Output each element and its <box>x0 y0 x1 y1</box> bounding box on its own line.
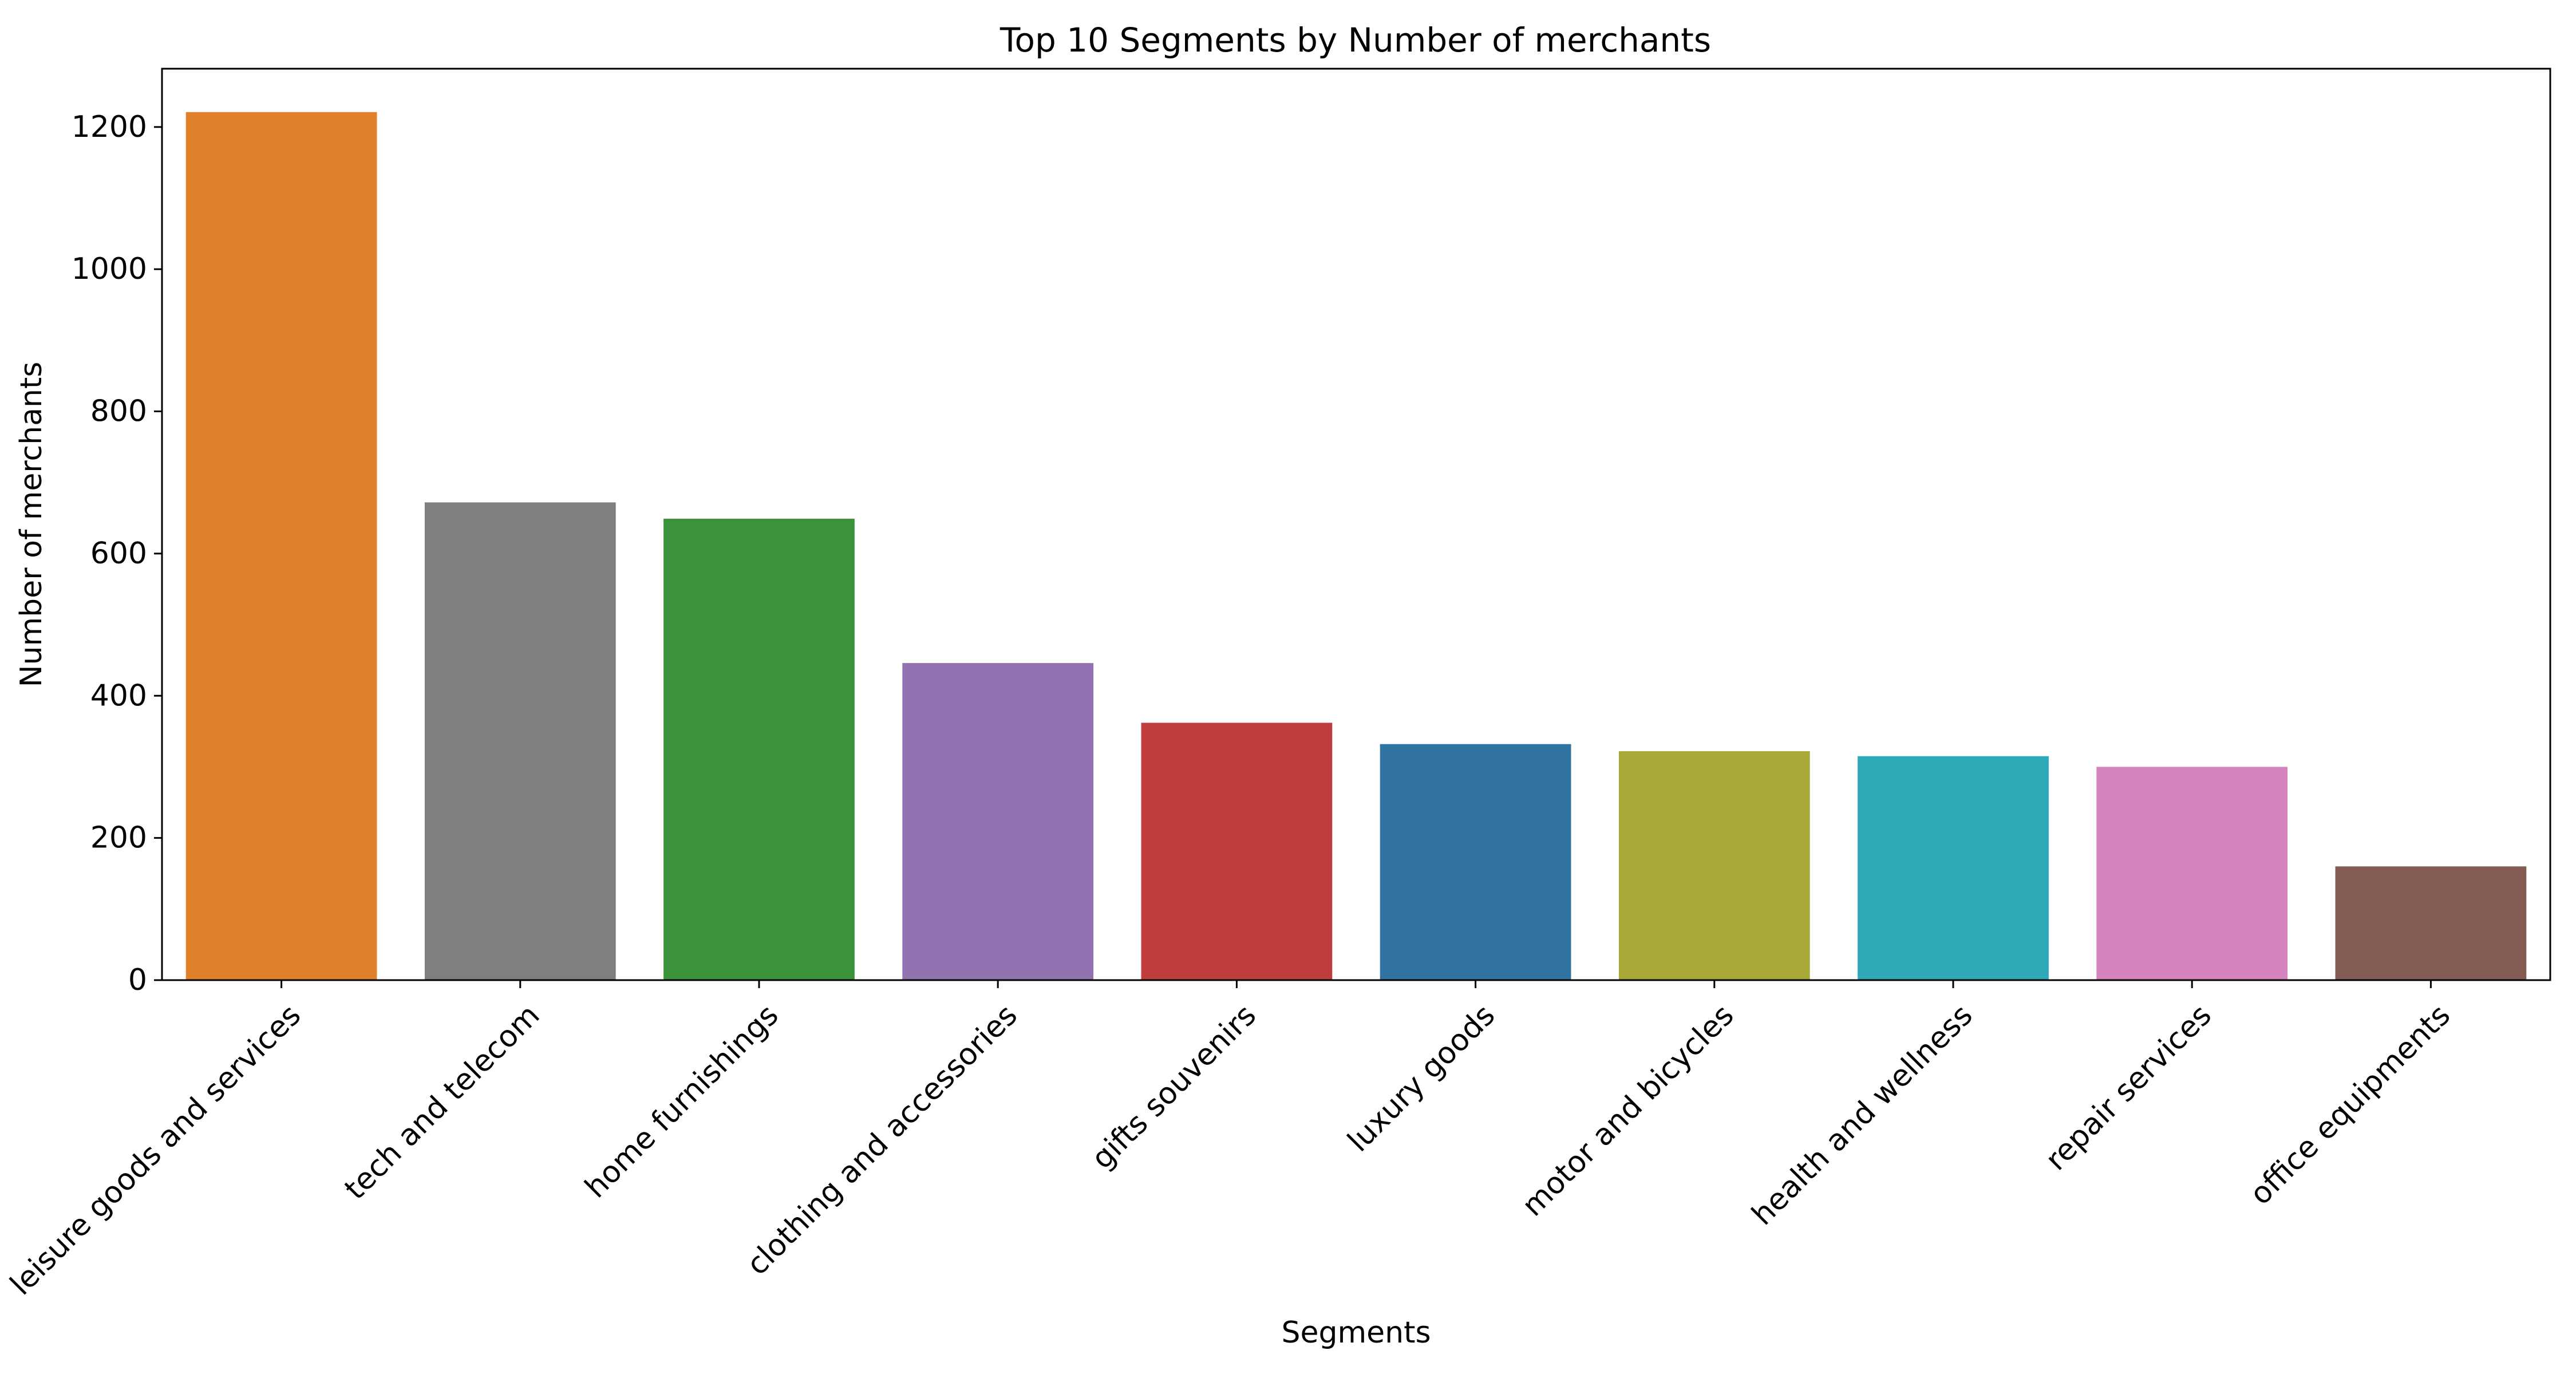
y-tick-label: 1200 <box>72 110 147 144</box>
x-tick-label: motor and bicycles <box>1516 998 1741 1223</box>
bar <box>424 502 616 980</box>
y-tick-label: 1000 <box>72 252 147 286</box>
x-tick-label: health and wellness <box>1745 998 1980 1232</box>
bar <box>1380 744 1571 980</box>
bar <box>902 663 1094 980</box>
plot-frame <box>161 68 2551 981</box>
x-tick-label: office equipments <box>2243 998 2457 1211</box>
y-tick-label: 200 <box>90 821 147 855</box>
bar <box>2335 866 2527 980</box>
bar <box>1858 756 2049 980</box>
y-tick-label: 400 <box>90 678 147 713</box>
x-tick-label: clothing and accessories <box>740 998 1024 1282</box>
x-tick-label: tech and telecom <box>338 998 547 1206</box>
x-tick-label: gifts souvenirs <box>1085 998 1263 1176</box>
y-axis-label: Number of merchants <box>14 362 49 688</box>
x-tick-label: luxury goods <box>1341 998 1502 1158</box>
bars-group <box>185 112 2527 981</box>
y-axis: 0 200 400 600 800 1000 1200 <box>72 110 162 997</box>
x-tick-label: home furnishings <box>579 998 785 1205</box>
bar <box>185 112 377 981</box>
chart-title: Top 10 Segments by Number of merchants <box>999 21 1711 60</box>
y-tick-label: 600 <box>90 536 147 571</box>
x-tick-label: repair services <box>2039 998 2218 1177</box>
bar <box>1141 722 1333 980</box>
x-axis-label: Segments <box>1281 1316 1431 1350</box>
x-axis: leisure goods and services tech and telec… <box>4 980 2457 1302</box>
y-tick-label: 0 <box>128 963 147 997</box>
x-tick-label: leisure goods and services <box>4 998 308 1302</box>
bar <box>2096 767 2288 980</box>
bar <box>1618 751 1810 980</box>
bar <box>663 519 855 980</box>
y-tick-label: 800 <box>90 394 147 429</box>
